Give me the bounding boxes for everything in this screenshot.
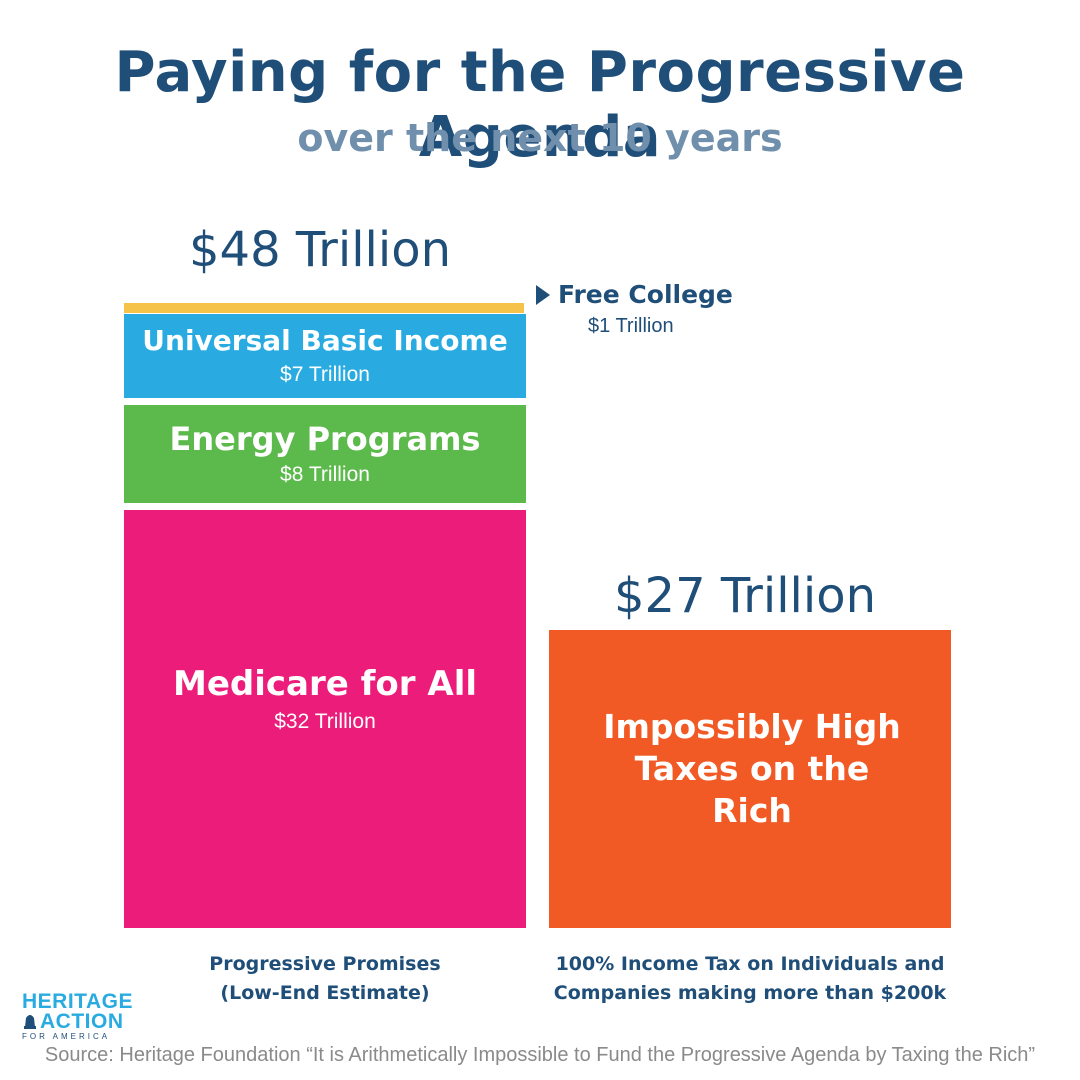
segment-name-line: Impossibly High [603, 707, 901, 747]
category-label-line: Progressive Promises [209, 953, 441, 975]
total-label-right: $27 Trillion [613, 568, 876, 624]
logo-line-1: HERITAGE [22, 990, 133, 1013]
bar-segment-universal-basic-income: Universal Basic Income $7 Trillion [124, 313, 526, 399]
bar-segment-impossibly-high-taxes: Impossibly High Taxes on the Rich [549, 630, 951, 928]
category-label-line: 100% Income Tax on Individuals and [555, 953, 945, 975]
callout-free-college-name: Free College [558, 280, 733, 309]
segment-name: Energy Programs [169, 419, 481, 458]
page-subtitle: over the next 10 years [297, 116, 783, 160]
page-title: Paying for the Progressive Agenda [114, 40, 966, 170]
liberty-bell-icon [24, 1015, 36, 1029]
category-label-line: Companies making more than $200k [553, 982, 947, 1005]
segment-name: Medicare for All [172, 664, 478, 705]
callout-arrow-icon [536, 285, 550, 305]
category-label-2: 100% Income Tax on Individuals and Compan… [529, 950, 971, 1009]
bar-segment-medicare-for-all: Medicare for All $32 Trillion [124, 509, 526, 928]
total-label-left: $48 Trillion [188, 222, 451, 278]
logo-line-3: FOR AMERICA [22, 1032, 111, 1041]
heritage-action-logo: HERITAGE ACTION FOR AMERICA [22, 990, 133, 1042]
callout-free-college-value: $1 Trillion [588, 315, 674, 337]
segment-value: $32 Trillion [274, 710, 376, 734]
logo-line-2: ACTION [40, 1010, 124, 1033]
segment-value: $7 Trillion [280, 363, 370, 387]
bar-segment-free-college [124, 302, 524, 313]
category-label-1: Progressive Promises (Low-End Estimate) [104, 950, 546, 1009]
segment-name-line: Taxes on the Rich [634, 749, 870, 831]
source-note: Source: Heritage Foundation “It is Arith… [44, 1044, 1036, 1066]
category-label-line: (Low-End Estimate) [220, 982, 430, 1005]
segment-name: Universal Basic Income [142, 323, 508, 357]
bar-segment-energy-programs: Energy Programs $8 Trillion [124, 405, 526, 503]
segment-value: $8 Trillion [280, 463, 370, 487]
